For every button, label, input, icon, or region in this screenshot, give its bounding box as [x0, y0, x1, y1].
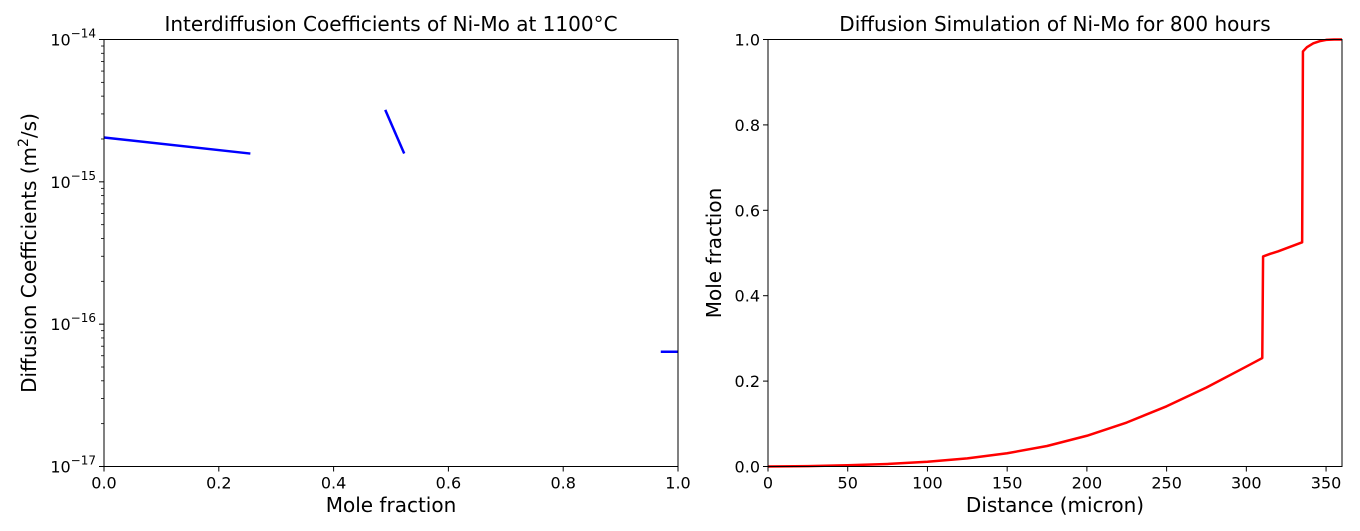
right-x-tick-label: 100 — [912, 474, 943, 493]
right-x-axis-label: Distance (micron) — [966, 493, 1144, 517]
right-series-line — [767, 38, 1342, 468]
left-y-tick-label: 10−16 — [50, 311, 96, 334]
left-series-segment-0 — [103, 136, 251, 155]
left-y-axis-label-sup: 2 — [16, 138, 32, 147]
right-chart-title: Diffusion Simulation of Ni-Mo for 800 ho… — [839, 12, 1270, 36]
left-series-segment-1 — [384, 109, 406, 155]
right-x-tick-label: 50 — [838, 474, 858, 493]
left-y-tick-label: 10−17 — [50, 454, 96, 477]
right-y-tick-label: 0.4 — [735, 287, 760, 306]
right-y-tick-label: 0.8 — [735, 116, 760, 135]
right-y-ticks: 0.0 0.2 0.4 0.6 0.8 1.0 — [735, 31, 768, 477]
left-x-tick-label: 0.2 — [206, 474, 231, 493]
left-x-tick-label: 0.4 — [321, 474, 346, 493]
left-chart-title: Interdiffusion Coefficients of Ni-Mo at … — [164, 12, 617, 36]
left-x-tick-label: 0.6 — [436, 474, 461, 493]
left-y-tick-label: 10−15 — [50, 169, 96, 192]
left-chart: Interdiffusion Coefficients of Ni-Mo at … — [16, 12, 691, 517]
left-x-axis-label: Mole fraction — [326, 493, 457, 517]
left-x-tick-label: 1.0 — [665, 474, 690, 493]
right-x-ticks: 0 50 100 150 200 250 300 350 — [763, 466, 1342, 493]
left-axes-frame — [103, 39, 679, 467]
left-y-axis-label-main: Diffusion Coefficients (m — [17, 147, 41, 393]
right-x-tick-label: 200 — [1072, 474, 1103, 493]
right-x-tick-label: 250 — [1151, 474, 1182, 493]
right-x-tick-label: 300 — [1231, 474, 1262, 493]
right-x-tick-label: 0 — [763, 474, 773, 493]
right-axes-frame — [767, 39, 1343, 467]
right-y-tick-label: 0.6 — [735, 201, 760, 220]
left-y-ticks: 10−17 10−16 10−15 10−14 — [50, 27, 104, 477]
left-y-axis-label: Diffusion Coefficients (m2/s) — [16, 113, 41, 393]
right-y-tick-label: 0.2 — [735, 372, 760, 391]
left-y-tick-label: 10−14 — [50, 27, 96, 50]
left-x-tick-label: 0.8 — [550, 474, 575, 493]
left-plot-area — [103, 109, 678, 353]
left-x-ticks: 0.0 0.2 0.4 0.6 0.8 1.0 — [91, 466, 691, 493]
right-y-axis-label: Mole fraction — [702, 188, 726, 319]
right-chart: Diffusion Simulation of Ni-Mo for 800 ho… — [702, 12, 1343, 517]
left-y-axis-label-tail: /s) — [17, 113, 41, 138]
right-x-tick-label: 350 — [1311, 474, 1342, 493]
right-x-tick-label: 150 — [992, 474, 1023, 493]
right-y-tick-label: 0.0 — [735, 458, 760, 477]
left-x-tick-label: 0.0 — [91, 474, 116, 493]
right-y-tick-label: 1.0 — [735, 31, 760, 50]
right-plot-area — [767, 38, 1342, 468]
